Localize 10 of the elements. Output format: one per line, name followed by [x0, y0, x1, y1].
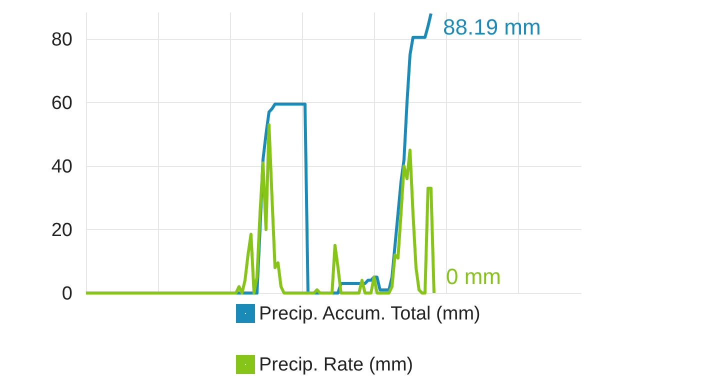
annotation: 0 mm — [446, 264, 501, 289]
y-tick-label: 80 — [51, 29, 72, 50]
legend-label: Precip. Rate (mm) — [259, 354, 414, 376]
line-series — [84, 123, 436, 294]
annotation: 88.19 mm — [443, 14, 541, 40]
y-tick-label: 60 — [51, 92, 72, 114]
y-tick-label: 0 — [62, 284, 72, 304]
y-tick-label: 40 — [51, 156, 72, 178]
legend-label: Precip. Accum. Total (mm) — [259, 304, 480, 324]
y-tick-label: 20 — [51, 220, 72, 241]
